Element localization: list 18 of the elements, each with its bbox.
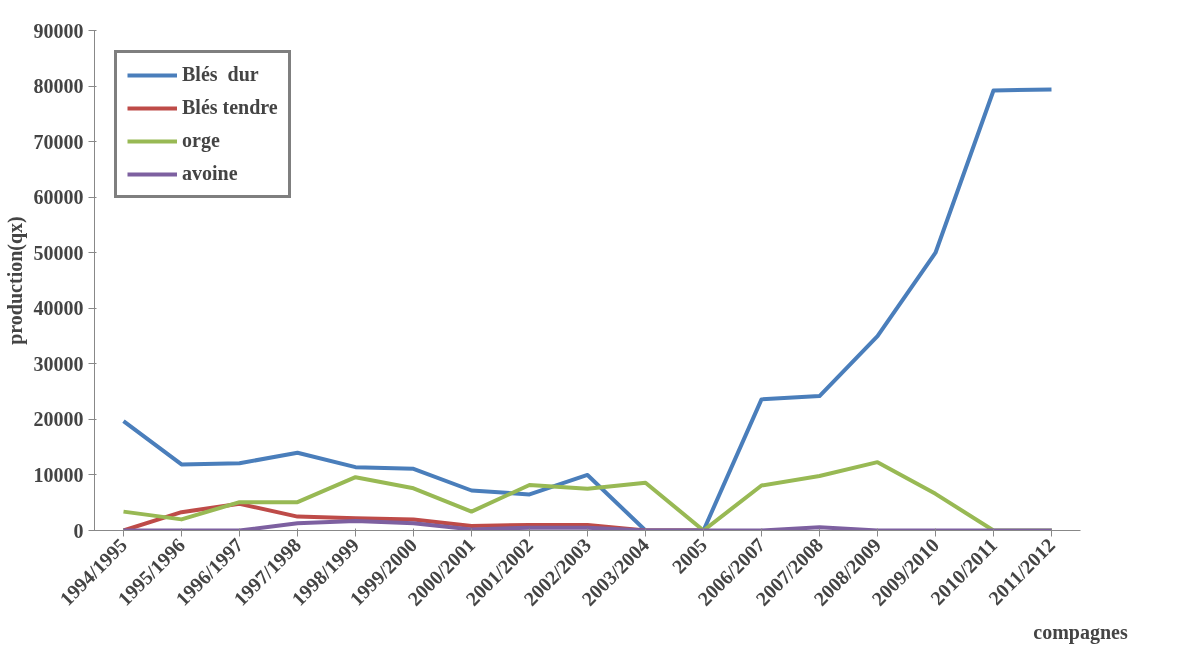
legend-label: orge: [182, 129, 220, 152]
y-tick-label: 30000: [33, 352, 84, 375]
y-tick-label: 50000: [33, 241, 84, 264]
y-tick-label: 10000: [33, 463, 84, 486]
y-tick-label: 0: [73, 519, 84, 542]
line-series: [121, 87, 1054, 531]
legend-label: Blés tendre: [182, 96, 278, 119]
y-tick-label: 20000: [33, 408, 84, 431]
y-axis-title: production(qx): [3, 216, 27, 345]
y-tick-label: 40000: [33, 297, 84, 320]
x-axis-title: compagnes: [1033, 620, 1128, 644]
y-tick-label: 90000: [33, 19, 84, 42]
legend-label: Blés dur: [182, 63, 259, 86]
line-series: [121, 519, 1054, 531]
y-tick-label: 70000: [33, 130, 84, 153]
y-tick-label: 80000: [33, 75, 84, 98]
y-tick-label: 60000: [33, 186, 84, 209]
legend-label: avoine: [182, 162, 238, 185]
